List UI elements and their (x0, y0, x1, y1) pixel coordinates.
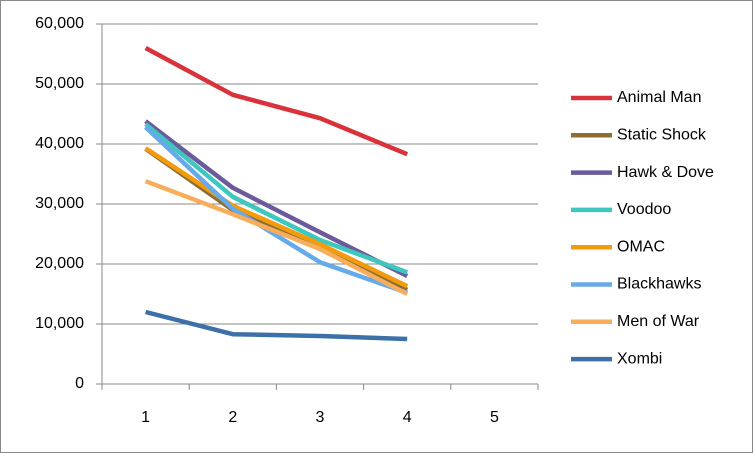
x-tick-label: 4 (403, 409, 412, 426)
legend-label: Blackhawks (617, 276, 701, 293)
legend-label: Men of War (617, 313, 700, 330)
series-line (144, 179, 409, 296)
y-tick-label: 50,000 (35, 75, 84, 92)
series-line (144, 122, 408, 275)
legend-label: Voodoo (617, 201, 671, 218)
y-tick-label: 30,000 (35, 195, 84, 212)
series-line (144, 46, 409, 157)
y-tick-label: 10,000 (35, 315, 84, 332)
legend-label: Static Shock (617, 127, 707, 144)
series-line (144, 125, 408, 295)
series-line (145, 309, 408, 342)
x-tick-label: 1 (141, 409, 150, 426)
x-tick-label: 3 (316, 409, 325, 426)
x-tick-label: 5 (490, 409, 499, 426)
legend-label: Animal Man (617, 89, 701, 106)
legend-label: Xombi (617, 350, 662, 367)
legend-label: Hawk & Dove (617, 164, 714, 181)
x-tick-label: 2 (228, 409, 237, 426)
y-tick-label: 40,000 (35, 135, 84, 152)
y-tick-label: 60,000 (35, 15, 84, 32)
legend-label: OMAC (617, 238, 665, 255)
series-line (144, 146, 409, 289)
y-tick-label: 0 (75, 375, 84, 392)
y-tick-label: 20,000 (35, 255, 84, 272)
